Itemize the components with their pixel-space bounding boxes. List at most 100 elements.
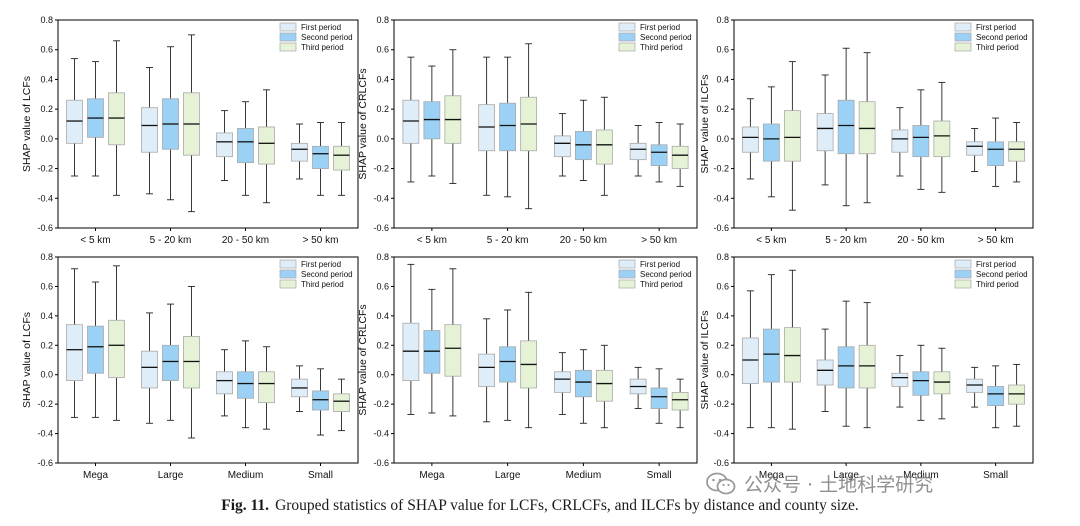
x-tick-label: Medium (566, 470, 602, 481)
box-1 (478, 318, 496, 423)
box-2 (499, 56, 517, 198)
legend-label: Third period (976, 280, 1019, 289)
box-2 (162, 303, 179, 421)
y-tick-label: -0.2 (373, 164, 389, 174)
box-body (933, 120, 951, 158)
box-2 (423, 65, 441, 177)
box-2 (650, 368, 668, 424)
box-body (333, 393, 350, 412)
legend-swatch (954, 42, 972, 52)
box-3 (595, 344, 613, 429)
chart-panel-6: 0.8 0.6 0.4 0.2 0.0 -0.2 -0.4 -0.6 SHAP value of… (699, 252, 1034, 481)
y-tick-label: -0.4 (713, 193, 729, 203)
y-axis-label: SHAP value of LCFs (21, 76, 33, 172)
x-tick-label: Mega (419, 470, 444, 481)
box-body (237, 128, 254, 164)
legend-swatch (954, 22, 972, 32)
box-2 (574, 349, 592, 424)
box-body (312, 390, 329, 411)
legend-label: Second period (976, 270, 1028, 279)
x-tick-label: Medium (903, 470, 939, 481)
y-tick-label: 0.8 (716, 252, 729, 262)
y-tick-label: 0.8 (376, 15, 389, 25)
x-tick-label: > 50 km (303, 235, 339, 246)
y-tick-label: 0.4 (40, 311, 53, 321)
y-tick-label: 0.0 (716, 134, 729, 144)
box-2 (423, 288, 441, 414)
box-body (141, 107, 158, 153)
box-2 (762, 86, 780, 198)
box-1 (402, 263, 420, 415)
legend-swatch (618, 22, 636, 32)
box-body (312, 145, 329, 169)
box-3 (108, 40, 125, 196)
legend-swatch (279, 269, 297, 279)
plot-frame (57, 256, 359, 464)
x-tick-label: Large (495, 470, 521, 481)
y-axis-label: SHAP value of ILCFs (699, 74, 711, 173)
y-axis-label: SHAP value of LCFs (21, 312, 33, 408)
box-2 (912, 89, 930, 190)
x-tick-label: 20 - 50 km (560, 235, 607, 246)
box-body (162, 344, 179, 381)
legend-swatch (954, 259, 972, 269)
box-body (237, 371, 254, 399)
box-3 (933, 347, 951, 420)
y-tick-label: -0.6 (37, 458, 53, 468)
box-body (333, 145, 350, 171)
box-1 (402, 56, 420, 183)
legend-label: First period (640, 260, 680, 269)
box-2 (837, 47, 855, 207)
box-2 (87, 61, 104, 177)
y-tick-label: 0.2 (376, 104, 389, 114)
box-2 (162, 46, 179, 201)
legend-label: First period (301, 260, 341, 269)
box-3 (108, 265, 125, 421)
legend-label: First period (301, 23, 341, 32)
y-axis-label: SHAP value of CRLCFs (357, 304, 369, 415)
x-tick-label: Large (158, 470, 184, 481)
box-body (423, 101, 441, 140)
box-3 (333, 378, 350, 432)
box-body (783, 110, 801, 162)
box-body (987, 386, 1005, 407)
legend-swatch (618, 42, 636, 52)
box-body (216, 371, 233, 395)
legend-swatch (618, 269, 636, 279)
box-body (423, 330, 441, 374)
box-2 (837, 300, 855, 427)
box-body (444, 324, 462, 377)
y-tick-label: 0.6 (40, 281, 53, 291)
plot-frame (733, 256, 1034, 464)
legend-label: First period (976, 260, 1016, 269)
box-body (987, 141, 1005, 166)
x-tick-label: Small (983, 470, 1008, 481)
box-1 (741, 290, 759, 429)
y-tick-label: -0.6 (37, 223, 53, 233)
box-2 (987, 365, 1005, 429)
y-tick-label: -0.6 (713, 458, 729, 468)
box-1 (966, 128, 984, 172)
y-tick-label: -0.6 (373, 458, 389, 468)
y-tick-label: 0.0 (376, 134, 389, 144)
box-1 (66, 58, 83, 177)
box-body (183, 336, 200, 389)
box-3 (671, 123, 689, 187)
box-body (912, 371, 930, 396)
box-body (837, 346, 855, 389)
box-1 (629, 125, 647, 177)
box-3 (520, 291, 538, 429)
y-tick-label: 0.4 (376, 311, 389, 321)
box-body (66, 324, 83, 381)
x-tick-label: > 50 km (641, 235, 677, 246)
legend-swatch (279, 22, 297, 32)
box-body (216, 132, 233, 158)
box-body (478, 353, 496, 387)
x-tick-label: 5 - 20 km (487, 235, 529, 246)
box-2 (912, 344, 930, 421)
y-tick-label: -0.6 (713, 223, 729, 233)
y-tick-label: 0.6 (40, 45, 53, 55)
x-tick-label: < 5 km (80, 235, 110, 246)
box-1 (66, 268, 83, 418)
